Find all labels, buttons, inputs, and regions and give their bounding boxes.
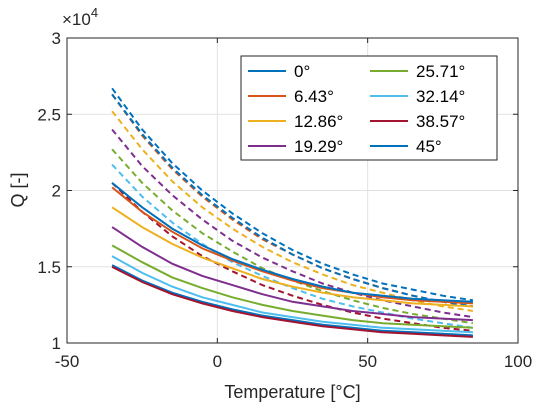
legend-label: 6.43° (294, 87, 334, 106)
y-axis-title: Q [-] (8, 173, 28, 208)
legend-label: 12.86° (294, 112, 343, 131)
x-tick-label: 100 (504, 352, 532, 371)
y-exponent-base: ×10 (62, 10, 91, 29)
x-tick-label: 50 (358, 352, 377, 371)
solid-series-line (111, 265, 473, 338)
solid-series-line (111, 206, 473, 308)
solid-series-line (111, 244, 473, 329)
solid-series-line (111, 226, 473, 322)
solid-series-line (111, 186, 473, 305)
x-axis-title: Temperature [°C] (224, 382, 360, 402)
y-tick-label: 3 (52, 29, 61, 48)
y-tick-label: 1 (52, 334, 61, 353)
solid-series-line (111, 182, 473, 303)
solid-series-line (111, 264, 473, 337)
dashed-series-line (111, 93, 474, 308)
x-tick-label: -50 (55, 352, 80, 371)
legend-label: 0° (294, 62, 310, 81)
legend-label: 25.71° (416, 62, 465, 81)
ticks: -50 0 50 100 1 1.5 2 2.5 3 (37, 29, 532, 371)
y-tick-label: 2.5 (37, 105, 61, 124)
x-tick-label: 0 (213, 352, 222, 371)
legend-label: 38.57° (416, 112, 465, 131)
solid-series-line (111, 255, 473, 334)
dashed-series-line (111, 128, 474, 319)
legend-label: 32.14° (416, 87, 465, 106)
legend-label: 45° (416, 137, 442, 156)
y-tick-label: 2 (52, 182, 61, 201)
y-exponent-power: 4 (91, 5, 98, 20)
legend-box (240, 55, 498, 161)
y-exponent-label: ×104 (62, 5, 98, 29)
legend-label: 19.29° (294, 137, 343, 156)
dashed-series-line (111, 182, 473, 332)
dashed-series-line (111, 87, 474, 302)
legend: 0° 6.43° 12.86° 19.29° 25.71° 32.14° 38.57° 45° (240, 55, 498, 161)
y-tick-label: 1.5 (37, 258, 61, 277)
series-lines (111, 87, 474, 338)
dashed-series-line (111, 163, 474, 329)
